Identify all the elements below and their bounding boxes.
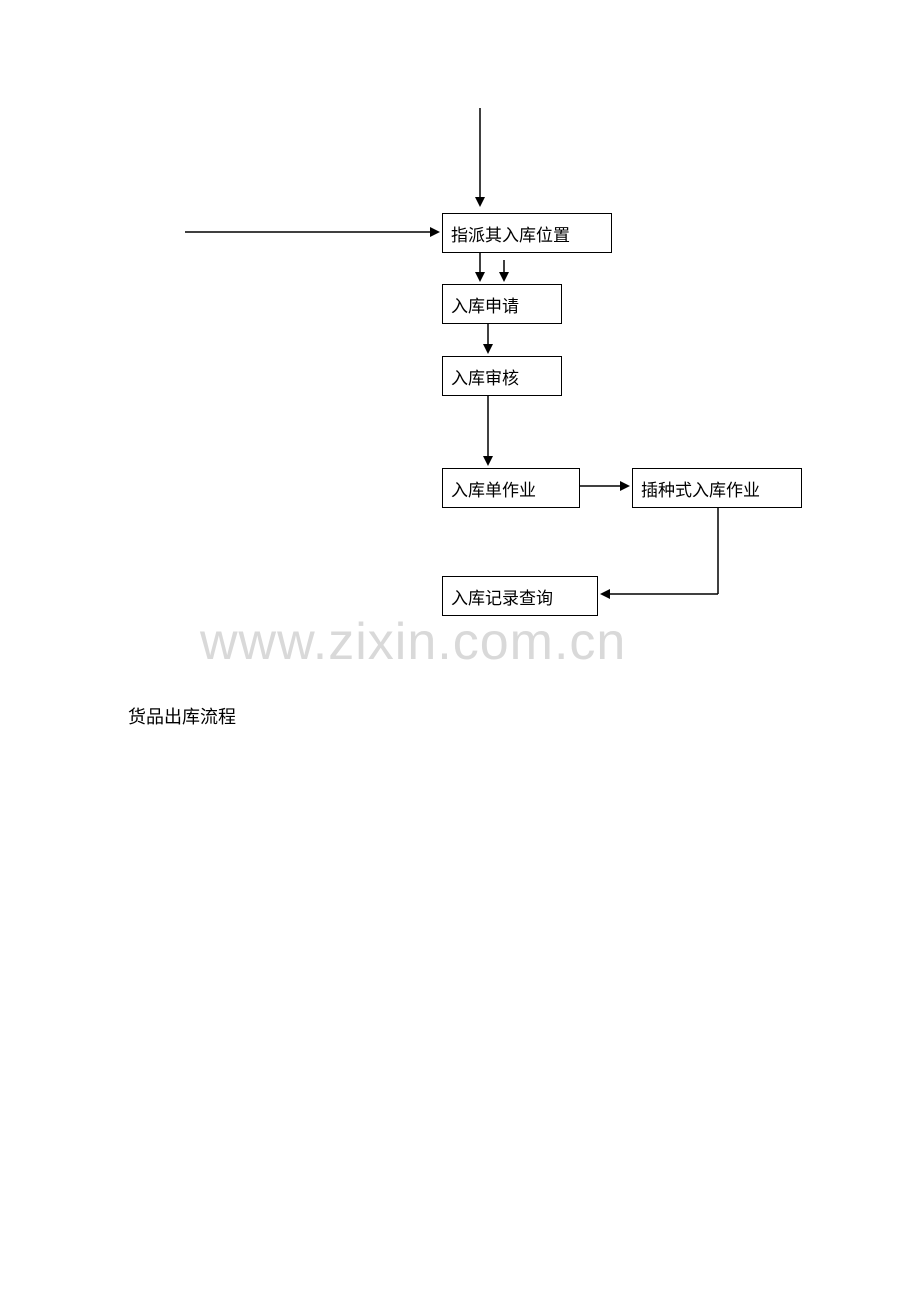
node-inbound-order-op: 入库单作业 (442, 468, 580, 508)
node-label: 入库单作业 (451, 476, 536, 501)
node-label: 入库申请 (451, 292, 519, 317)
node-interleave-inbound-op: 插种式入库作业 (632, 468, 802, 508)
node-label: 入库审核 (451, 364, 519, 389)
node-label: 指派其入库位置 (451, 221, 570, 246)
node-label: 插种式入库作业 (641, 476, 760, 501)
edge-layer (0, 0, 920, 1302)
flowchart-canvas: 指派其入库位置 入库申请 入库审核 入库单作业 插种式入库作业 入库记录查询 w… (0, 0, 920, 1302)
watermark-text: www.zixin.com.cn (200, 612, 626, 672)
node-assign-location: 指派其入库位置 (442, 213, 612, 253)
node-inbound-record-query: 入库记录查询 (442, 576, 598, 616)
section-caption: 货品出库流程 (128, 703, 236, 729)
node-inbound-review: 入库审核 (442, 356, 562, 396)
node-label: 入库记录查询 (451, 584, 553, 609)
node-inbound-request: 入库申请 (442, 284, 562, 324)
